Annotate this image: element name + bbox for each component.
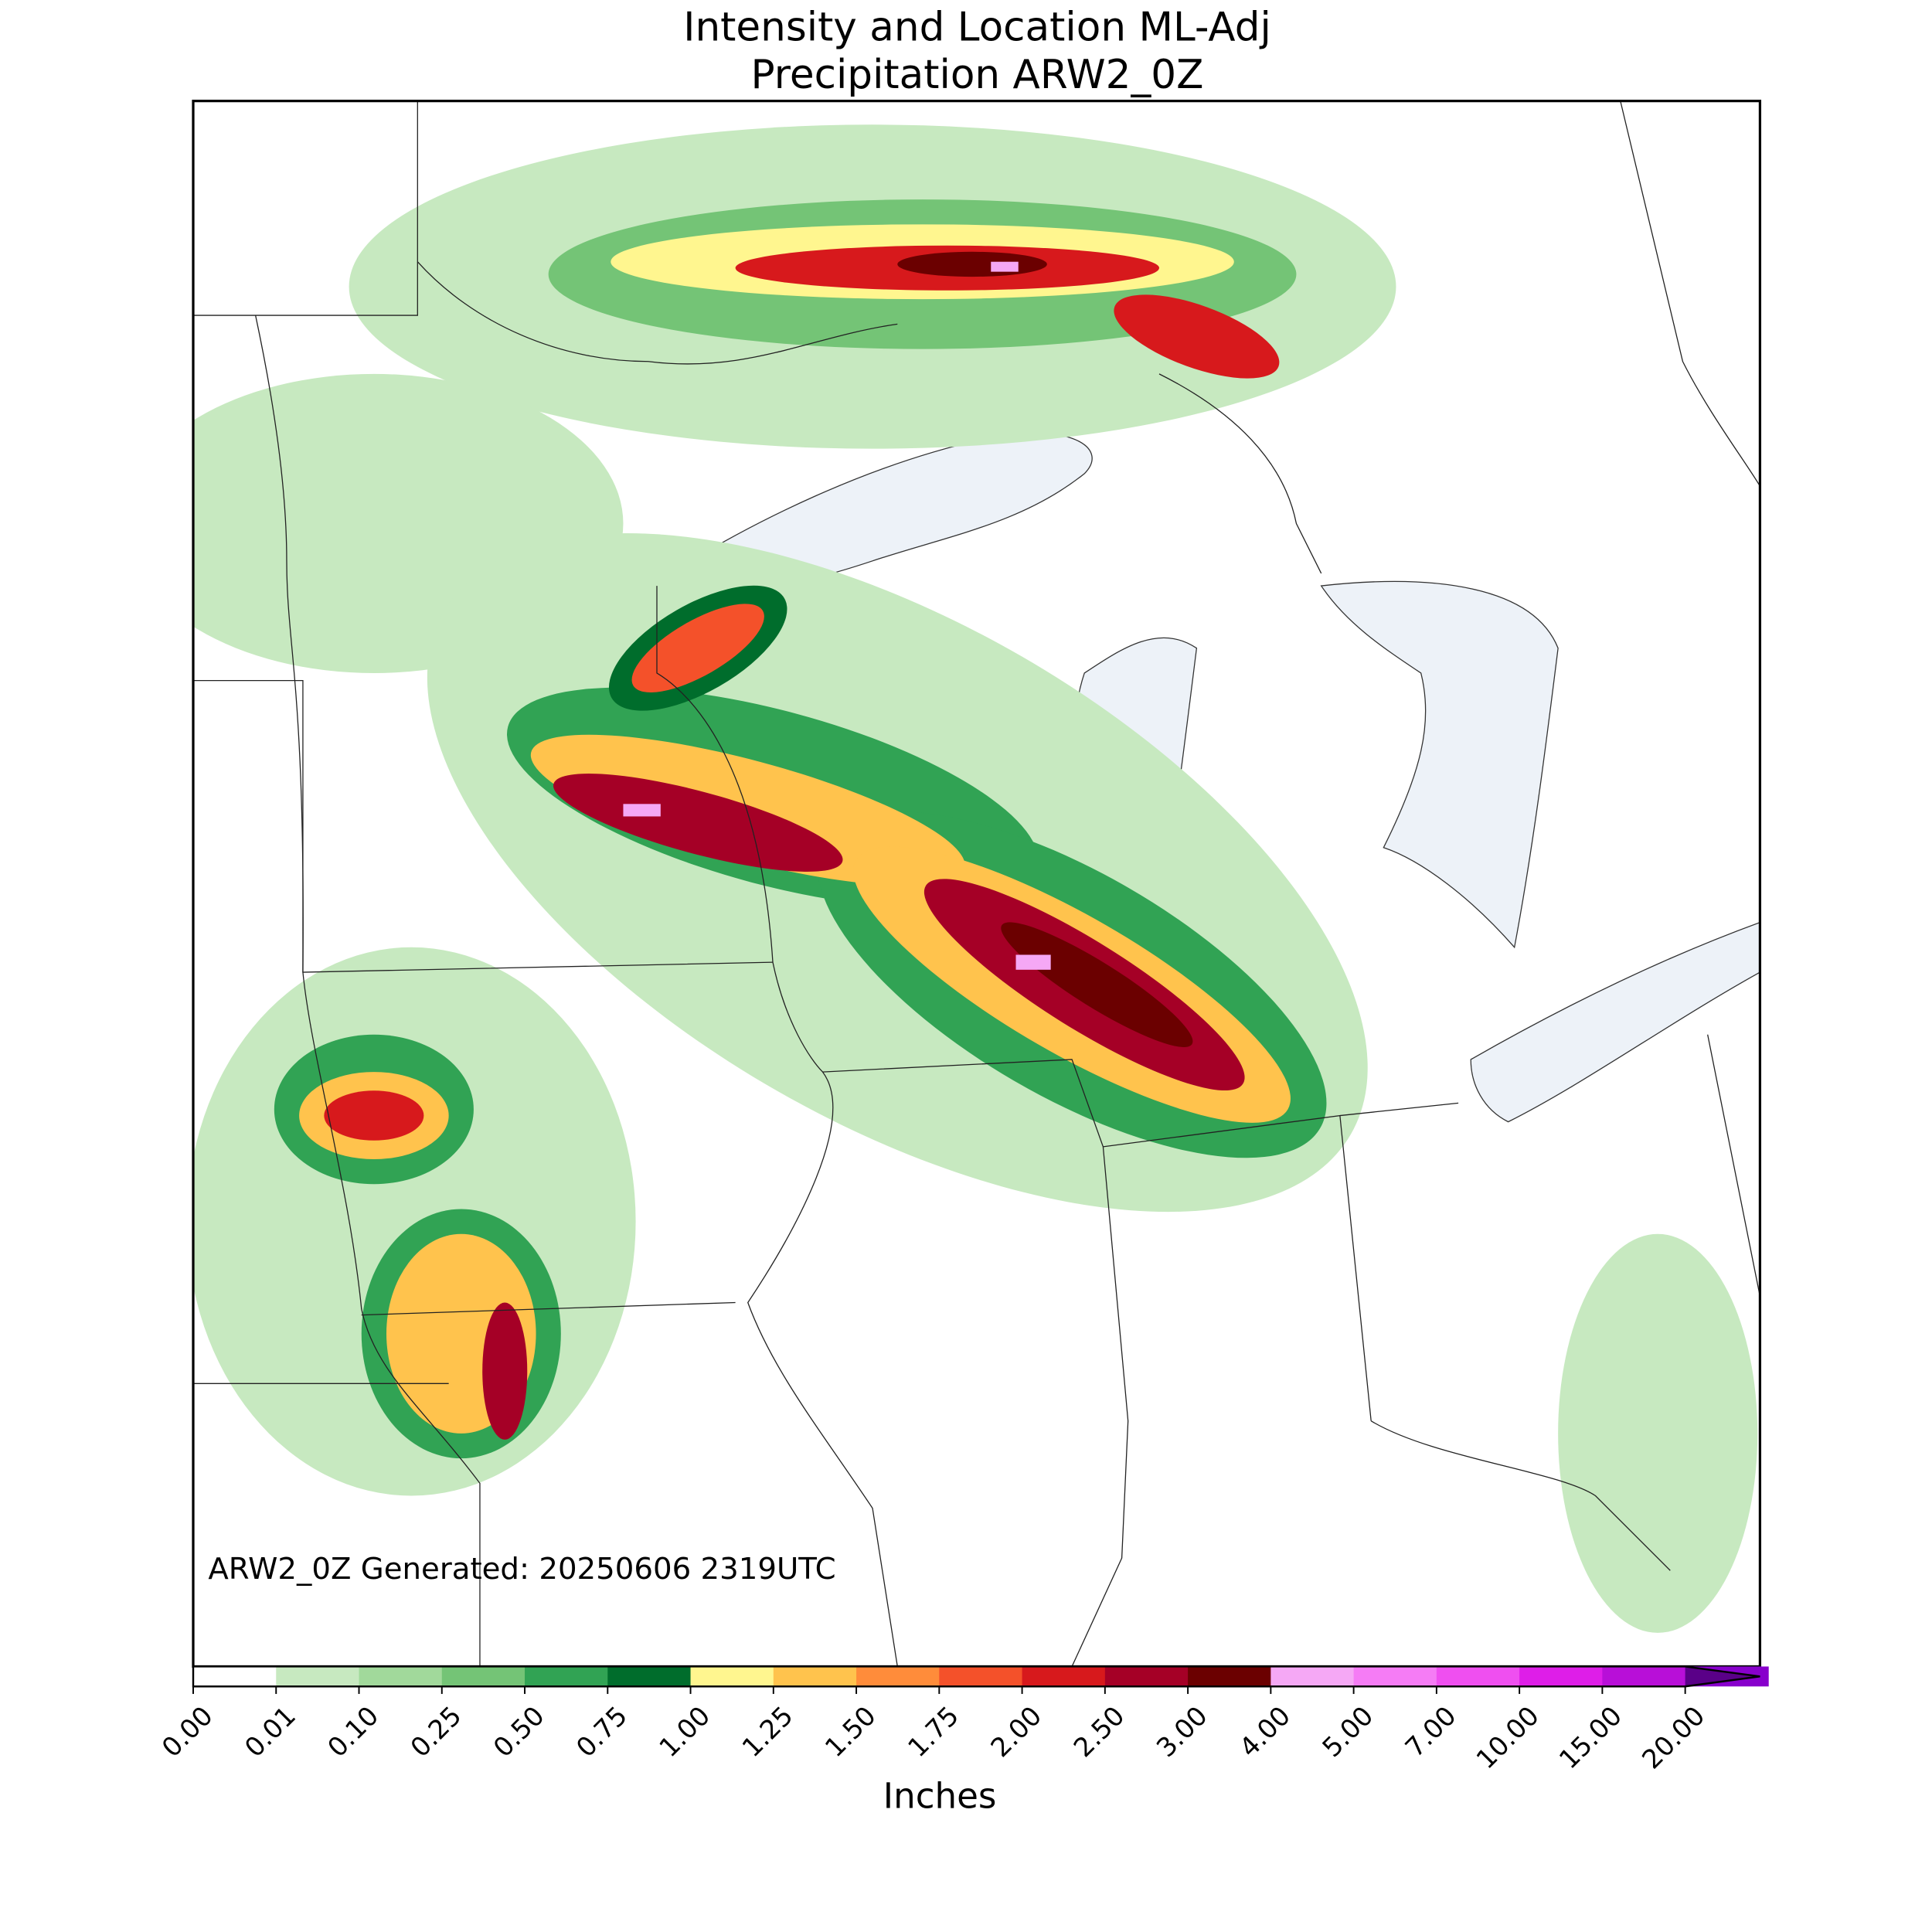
colorbar-tick-label: 0.00 <box>156 1700 219 1763</box>
colorbar-bin <box>1270 1666 1355 1687</box>
colorbar-bin <box>773 1666 857 1687</box>
colorbar-tick-label: 4.00 <box>1233 1700 1296 1763</box>
colorbar-bin <box>1353 1666 1437 1687</box>
colorbar: 0.00 0.01 0.10 0.25 0.50 0.75 1.00 1.25 1.50 1.75… <box>156 1665 1769 1775</box>
colorbar-tick-label: 2.50 <box>1068 1700 1131 1763</box>
colorbar-tick-label: 2.00 <box>985 1700 1048 1763</box>
colorbar-label: Inches <box>883 1775 997 1816</box>
colorbar-tick-label: 0.75 <box>570 1700 633 1763</box>
colorbar-bin <box>441 1666 526 1687</box>
colorbar-tick-label: 0.01 <box>239 1700 301 1763</box>
colorbar-bin <box>1188 1666 1272 1687</box>
title-line: Precipitation ARW2_0Z <box>751 52 1204 98</box>
colorbar-tick-label: 20.00 <box>1636 1700 1710 1774</box>
annotation: ARW2_0Z Generated: 20250606 2319UTC <box>208 1552 835 1587</box>
map: ARW2_0Z Generated: 20250606 2319UTC <box>192 100 1760 1667</box>
colorbar-tick-label: 10.00 <box>1471 1700 1545 1774</box>
colorbar-tick-label: 1.75 <box>902 1700 964 1763</box>
boundaries <box>192 100 1760 1667</box>
colorbar-bin <box>939 1666 1023 1687</box>
colorbar-tick-label: 0.50 <box>488 1700 550 1763</box>
precip-field <box>192 124 1758 1633</box>
colorbar-tick-label: 0.25 <box>405 1700 468 1763</box>
colorbar-tick-label: 0.10 <box>321 1700 384 1763</box>
colorbar-bin <box>607 1666 692 1687</box>
colorbar-bin <box>856 1666 940 1687</box>
colorbar-outline <box>192 1665 1760 1688</box>
colorbar-tick-label: 7.00 <box>1400 1700 1462 1763</box>
colorbar-bin <box>1104 1666 1189 1687</box>
colorbar-bin <box>690 1666 774 1687</box>
colorbar-bin <box>1436 1666 1520 1687</box>
colorbar-tick-label: 1.50 <box>819 1700 882 1763</box>
colorbar-extend <box>1685 1666 1760 1687</box>
colorbar-tick-label: 1.00 <box>654 1700 716 1763</box>
colorbar-tick-label: 3.00 <box>1151 1700 1213 1763</box>
colorbar-tick-label: 15.00 <box>1553 1700 1628 1774</box>
colorbar-bin <box>525 1666 609 1687</box>
colorbar-bin <box>359 1666 443 1687</box>
title-line: Intensity and Location ML-Adj <box>683 5 1271 51</box>
colorbar-bin <box>1602 1666 1686 1687</box>
colorbar-bin <box>276 1666 360 1687</box>
colorbar-tick-label: 1.25 <box>736 1700 799 1763</box>
colorbar-bin <box>1022 1666 1106 1687</box>
colorbar-bin <box>193 1666 277 1687</box>
colorbar-tick-label: 5.00 <box>1317 1700 1379 1763</box>
colorbar-bin <box>1519 1666 1604 1687</box>
